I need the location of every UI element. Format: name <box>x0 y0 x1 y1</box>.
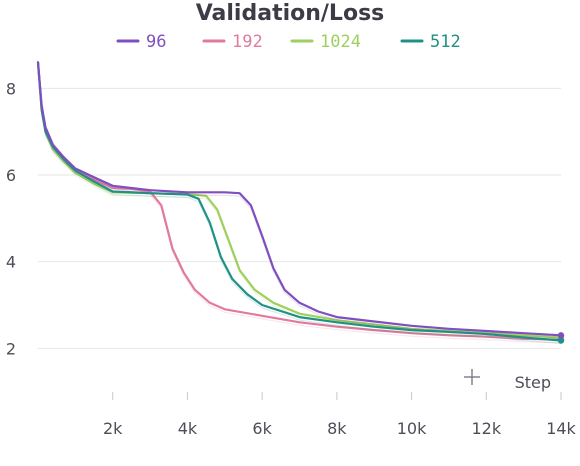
legend-label[interactable]: 192 <box>232 32 263 52</box>
legend[interactable]: 96 192 1024 512 <box>116 32 461 52</box>
legend-label[interactable]: 512 <box>430 32 461 52</box>
x-tick-label: 4k <box>178 419 198 438</box>
x-tick-label: 2k <box>103 419 123 438</box>
x-tick-label: 6k <box>252 419 272 438</box>
crosshair-cursor-icon <box>464 369 480 385</box>
x-axis: 2k 4k 6k 8k 10k 12k 14k <box>103 392 577 438</box>
series-96-endpoint <box>557 332 565 339</box>
y-tick-label: 8 <box>6 79 16 98</box>
x-axis-label: Step <box>515 373 551 392</box>
series-512-endpoint <box>557 337 565 344</box>
chart-title: Validation/Loss <box>196 1 385 26</box>
y-tick-label: 4 <box>6 253 16 272</box>
legend-label[interactable]: 96 <box>146 32 166 52</box>
y-tick-label: 6 <box>6 166 16 185</box>
series-1024-smoothing-shadow <box>37 65 562 342</box>
gridlines <box>38 87 561 349</box>
series-1024-line[interactable] <box>36 61 563 339</box>
series-192-smoothing-shadow <box>37 65 562 344</box>
series-192-line[interactable] <box>36 61 563 341</box>
series-layer <box>36 61 565 345</box>
x-tick-label: 8k <box>327 419 347 438</box>
x-tick-label: 14k <box>546 419 576 438</box>
y-tick-label: 2 <box>6 339 16 358</box>
x-tick-label: 12k <box>471 419 501 438</box>
series-512-line[interactable] <box>36 61 563 342</box>
series-96-line[interactable] <box>36 61 563 337</box>
y-axis: 2 4 6 8 <box>6 79 16 358</box>
x-tick-label: 10k <box>397 419 427 438</box>
legend-label[interactable]: 1024 <box>320 32 361 52</box>
series-96-smoothing-shadow <box>37 65 562 339</box>
